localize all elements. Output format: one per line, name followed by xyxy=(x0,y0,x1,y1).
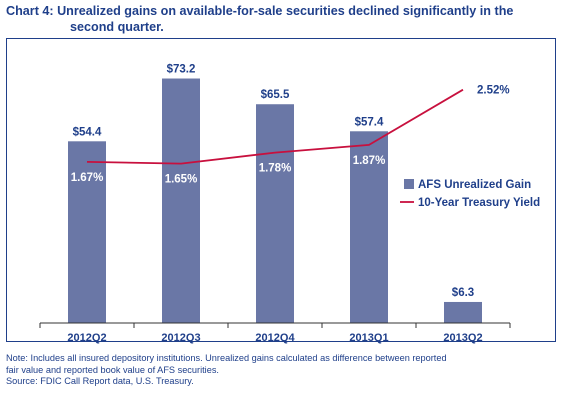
note-line-1: Note: Includes all insured depository in… xyxy=(6,353,447,363)
bar-2012q2 xyxy=(68,141,106,323)
x-tick-label: 2012Q2 xyxy=(67,332,106,344)
chart-notes: Note: Includes all insured depository in… xyxy=(6,353,558,388)
bar-value-label: $65.5 xyxy=(261,89,290,101)
x-tick-label: 2013Q1 xyxy=(349,332,388,344)
legend-bar-label: AFS Unrealized Gain xyxy=(418,179,531,191)
legend-line-label: 10-Year Treasury Yield xyxy=(418,197,540,209)
chart-title: Chart 4: Unrealized gains on available-f… xyxy=(6,3,558,35)
x-tick-label: 2012Q4 xyxy=(255,332,295,344)
bar-value-label: $57.4 xyxy=(355,116,384,128)
bar-2012q3 xyxy=(162,78,200,324)
note-line-2: fair value and reported book value of AF… xyxy=(6,364,219,375)
chart-title-line-2: second quarter. xyxy=(70,20,164,34)
yield-value-label: 1.87% xyxy=(353,155,386,167)
yield-value-label: 2.52% xyxy=(477,85,510,97)
x-tick-label: 2013Q2 xyxy=(443,332,482,344)
source-line: Source: FDIC Call Report data, U.S. Trea… xyxy=(6,376,194,386)
bar-value-label: $6.3 xyxy=(452,287,474,299)
legend-bar-swatch xyxy=(404,179,414,189)
yield-value-label: 1.65% xyxy=(165,174,198,186)
bar-2012q4 xyxy=(256,104,294,323)
x-tick-label: 2012Q3 xyxy=(161,332,200,344)
bar-value-label: $73.2 xyxy=(167,64,196,76)
bar-2013q1 xyxy=(350,131,388,323)
chart-frame xyxy=(6,38,556,342)
bar-2013q2 xyxy=(444,301,482,323)
chart-title-line-1: Chart 4: Unrealized gains on available-f… xyxy=(6,4,514,18)
treasury-yield-line xyxy=(86,88,464,165)
yield-value-label: 1.67% xyxy=(71,172,104,184)
bar-value-label: $54.4 xyxy=(73,126,102,138)
yield-value-label: 1.78% xyxy=(259,163,292,175)
